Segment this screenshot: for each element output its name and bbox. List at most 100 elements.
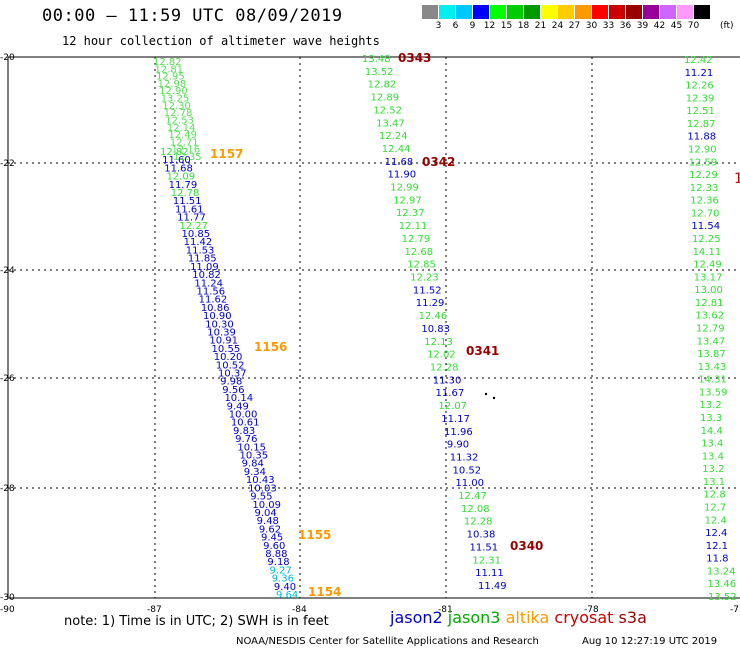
middle-track-value: 12.89 <box>370 93 399 104</box>
middle-track-value: 11.52 <box>413 285 442 296</box>
right-track-value: 12.81 <box>695 298 724 309</box>
color-swatch <box>575 5 592 19</box>
left-track-value: 9.36 <box>272 574 294 585</box>
middle-track-value: 9.90 <box>447 440 469 451</box>
left-track-ghost-value: 12.16 <box>171 145 200 156</box>
left-track-value: 11.62 <box>199 295 228 306</box>
left-track-value: 11.51 <box>173 196 202 207</box>
left-track-value: 12.78 <box>171 188 200 199</box>
right-track-value: 13.52 <box>708 592 737 603</box>
middle-track-value: 12.11 <box>399 221 428 232</box>
color-swatch <box>507 5 524 19</box>
footer-note: note: 1) Time is in UTC; 2) SWH is in fe… <box>64 614 329 629</box>
left-track-value: 9.64 <box>276 590 298 601</box>
middle-track-value: 12.85 <box>407 260 436 271</box>
color-scale-label: 3 <box>435 21 442 31</box>
color-scale-label: 33 <box>602 21 615 31</box>
left-track-value: 9.83 <box>233 426 255 437</box>
color-scale-label: 24 <box>551 21 564 31</box>
middle-track-value: 10.52 <box>453 465 482 476</box>
left-track-value: 10.39 <box>207 327 236 338</box>
color-scale <box>422 5 711 19</box>
left-track-ghost-value: 12.53 <box>165 115 194 126</box>
middle-track-value: 10.83 <box>421 324 450 335</box>
right-track-value: 13.46 <box>707 579 736 590</box>
middle-track-value: 11.00 <box>455 478 484 489</box>
right-track-value: 12.59 <box>689 157 718 168</box>
left-track-ghost-value: 12.71 <box>170 137 199 148</box>
left-track-time-label: 1154 <box>308 585 341 599</box>
generation-timestamp: Aug 10 12:27:19 UTC 2019 <box>582 636 718 647</box>
color-swatch <box>558 5 575 19</box>
middle-track-value: 11.68 <box>385 157 414 168</box>
legend-s3a: s3a <box>618 608 647 627</box>
color-swatch <box>456 5 473 19</box>
color-scale-label: 30 <box>585 21 598 31</box>
middle-track-value: 11.49 <box>478 581 507 592</box>
left-track-ghost-value: 12.82 <box>153 57 182 68</box>
right-track-value: 12.90 <box>688 145 717 156</box>
color-swatch <box>694 5 711 19</box>
left-track-ghost-value: 13.25 <box>161 94 190 105</box>
middle-track-value: 13.48 <box>362 54 391 65</box>
middle-track-value: 12.28 <box>430 362 459 373</box>
left-track-value: 10.00 <box>229 410 258 421</box>
left-track-time-label: 1155 <box>298 528 331 542</box>
color-scale-label: 21 <box>534 21 547 31</box>
left-track-ghost-value: 12.14 <box>167 123 196 134</box>
lon-tick-label: -90 <box>0 605 15 615</box>
left-track-value: 11.53 <box>186 245 215 256</box>
right-track-value: 12.79 <box>696 324 725 335</box>
left-track-value: 10.15 <box>237 442 266 453</box>
map-subtitle: 12 hour collection of altimeter wave hei… <box>62 34 380 48</box>
left-track-value: 9.04 <box>255 508 277 519</box>
left-track-value: 11.60 <box>162 155 191 166</box>
middle-track-value: 11.67 <box>436 388 465 399</box>
right-track-value: 13.4 <box>701 439 723 450</box>
left-track-value: 10.43 <box>246 475 275 486</box>
left-track-value: 10.52 <box>216 360 245 371</box>
right-track-value: 13.2 <box>699 400 721 411</box>
left-track-value: 10.37 <box>218 369 247 380</box>
color-scale-labels: 3 6 9 12 15 18 21 24 27 30 33 36 39 42 45 70 <box>422 21 702 31</box>
middle-track-value: 11.11 <box>475 568 504 579</box>
left-track-value: 9.18 <box>267 557 289 568</box>
color-scale-label: 42 <box>653 21 666 31</box>
satellite-legend: jason2 jason3 altika cryosat s3a <box>390 608 647 627</box>
color-swatch <box>422 5 439 19</box>
right-track-value: 12.26 <box>685 81 714 92</box>
color-swatch <box>677 5 694 19</box>
right-track-value: 14.31 <box>698 375 727 386</box>
color-scale-label: 15 <box>500 21 513 31</box>
left-track-value: 10.20 <box>214 352 243 363</box>
right-track-value: 11.21 <box>685 68 714 79</box>
middle-track-value: 11.96 <box>444 427 473 438</box>
left-track-ghost-value: 12.98 <box>158 79 187 90</box>
color-swatch <box>473 5 490 19</box>
right-track-value: 13.4 <box>702 451 724 462</box>
right-track-value: 13.62 <box>695 311 724 322</box>
lon-tick-label: -87 <box>147 605 162 615</box>
left-track-value: 11.79 <box>169 180 198 191</box>
color-swatch <box>609 5 626 19</box>
left-track-value: 12.27 <box>179 221 208 232</box>
middle-track-value: 12.82 <box>368 80 397 91</box>
left-track-value: 9.49 <box>227 401 249 412</box>
left-track-value: 9.55 <box>250 492 272 503</box>
middle-track-value: 11.90 <box>387 170 416 181</box>
left-track-ghost-value: 12.78 <box>164 108 193 119</box>
color-scale-label: 39 <box>636 21 649 31</box>
left-track-value: 10.09 <box>252 500 281 511</box>
right-track-value: 13.17 <box>694 272 723 283</box>
left-track-value: 10.55 <box>212 344 241 355</box>
right-track-value: 12.8 <box>703 490 725 501</box>
right-track-value: 11.54 <box>691 221 720 232</box>
color-swatch <box>439 5 456 19</box>
middle-track-value: 12.02 <box>427 350 456 361</box>
left-track-value: 12.09 <box>166 172 195 183</box>
left-track-value: 11.42 <box>184 237 213 248</box>
middle-track-value: 12.44 <box>382 144 411 155</box>
middle-track-value: 12.97 <box>393 195 422 206</box>
lat-tick-label: -28 <box>0 484 15 494</box>
left-track-value: 10.61 <box>231 418 260 429</box>
